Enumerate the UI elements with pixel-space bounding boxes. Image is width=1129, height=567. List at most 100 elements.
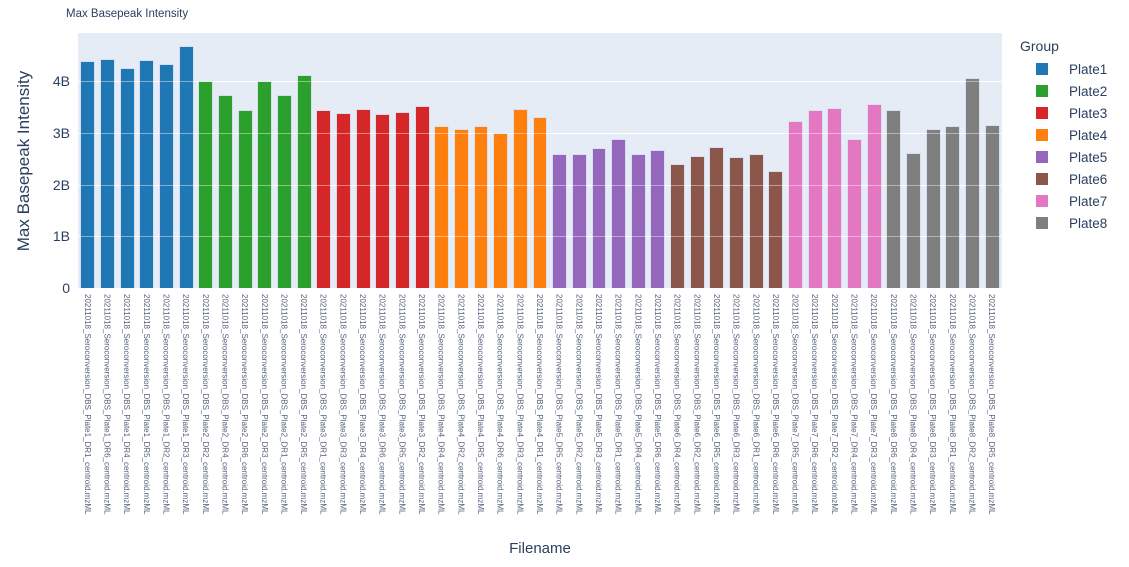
legend-title: Group [1020,38,1059,54]
legend-item-plate7[interactable]: Plate7 [1020,193,1125,209]
bar-plate5-25[interactable] [552,153,568,288]
bar-plate4-21[interactable] [473,126,489,288]
x-tick-label: 20211018_Seroconversion_DBS_Plate1_DR5_c… [141,294,151,515]
bar-plate1-3[interactable] [119,67,135,288]
x-tick-label: 20211018_Seroconversion_DBS_Plate1_DR4_c… [122,294,132,515]
x-tick-label: 20211018_Seroconversion_DBS_Plate1_DR2_c… [161,294,171,515]
bar-plate8-42[interactable] [886,110,902,288]
gridline-overlay [78,184,1002,186]
bar-plate4-23[interactable] [512,109,528,288]
bar-plate1-6[interactable] [178,46,194,288]
legend-item-plate5[interactable]: Plate5 [1020,149,1125,165]
bar-plate3-17[interactable] [394,112,410,288]
legend-item-plate4[interactable]: Plate4 [1020,127,1125,143]
x-tick-label: 20211018_Seroconversion_DBS_Plate7_DR4_c… [849,294,859,515]
x-tick-label: 20211018_Seroconversion_DBS_Plate2_DR1_c… [279,294,289,515]
x-tick-label: 20211018_Seroconversion_DBS_Plate5_DR5_c… [554,294,564,515]
legend-swatch [1036,63,1048,75]
x-tick-label: 20211018_Seroconversion_DBS_Plate1_DR3_c… [181,294,191,515]
bar-plate2-10[interactable] [257,80,273,288]
bar-plate3-16[interactable] [375,113,391,288]
legend-item-plate3[interactable]: Plate3 [1020,105,1125,121]
legend-items: Plate1 Plate2 Plate3 Plate4 Plate5 Plate6 Plat… [1020,61,1125,231]
bar-plate5-28[interactable] [611,139,627,288]
bar-plate4-22[interactable] [493,132,509,288]
bar-plate3-18[interactable] [414,106,430,288]
x-axis-title: Filename [509,540,571,557]
x-tick-label: 20211018_Seroconversion_DBS_Plate4_DR2_c… [456,294,466,515]
x-tick-label: 20211018_Seroconversion_DBS_Plate8_DR2_c… [967,294,977,515]
x-tick-label: 20211018_Seroconversion_DBS_Plate7_DR2_c… [829,294,839,515]
bar-plate8-43[interactable] [906,153,921,288]
x-tick-label: 20211018_Seroconversion_DBS_Plate3_DR2_c… [417,294,427,515]
bar-plate7-39[interactable] [827,108,843,288]
chart-title: Max Basepeak Intensity [66,8,189,20]
legend-item-label: Plate5 [1069,149,1108,165]
y-axis-title: Max Basepeak Intensity [14,70,33,252]
bar-plate1-2[interactable] [100,59,115,288]
bar-plate6-33[interactable] [709,147,725,288]
x-tick-label: 20211018_Seroconversion_DBS_Plate6_DR6_c… [770,294,780,515]
x-tick-label: 20211018_Seroconversion_DBS_Plate5_DR3_c… [593,294,603,515]
bar-plate6-31[interactable] [670,164,686,288]
bar-plate6-32[interactable] [689,156,705,288]
bar-plate4-24[interactable] [532,117,548,288]
x-tick-label: 20211018_Seroconversion_DBS_Plate6_DR2_c… [692,294,702,515]
x-tick-label: 20211018_Seroconversion_DBS_Plate7_DR6_c… [810,294,820,515]
bar-plate4-19[interactable] [434,126,450,288]
bar-plate2-12[interactable] [296,75,312,288]
x-tick-label: 20211018_Seroconversion_DBS_Plate8_DR3_c… [928,294,938,515]
bar-plate3-14[interactable] [335,112,351,288]
bar-plate3-15[interactable] [355,109,371,288]
x-tick-label: 20211018_Seroconversion_DBS_Plate1_DR6_c… [102,294,112,515]
gridline [78,81,1002,83]
bar-plate1-1[interactable] [80,61,96,288]
bar-plate1-4[interactable] [139,60,155,288]
bar-plate7-37[interactable] [788,121,804,288]
bar-plate5-29[interactable] [630,153,646,288]
bar-plate2-9[interactable] [237,110,253,288]
bar-plate7-41[interactable] [866,104,882,288]
bar-plate2-7[interactable] [198,81,214,288]
bar-plate2-8[interactable] [217,94,233,288]
bar-plate6-36[interactable] [768,171,784,288]
bar-plate8-44[interactable] [925,129,941,288]
bar-plate5-27[interactable] [591,148,607,288]
bar-plate8-45[interactable] [945,125,961,288]
bar-plate2-11[interactable] [276,94,292,288]
x-tick-label: 20211018_Seroconversion_DBS_Plate7_DR5_c… [790,294,800,515]
bar-plate6-34[interactable] [729,157,745,288]
bar-plate6-35[interactable] [748,154,764,288]
legend-item-plate2[interactable]: Plate2 [1020,83,1125,99]
x-tick-label: 20211018_Seroconversion_DBS_Plate3_DR3_c… [338,294,348,515]
legend-swatch [1036,129,1048,141]
x-tick-label: 20211018_Seroconversion_DBS_Plate2_DR6_c… [240,294,250,515]
legend-item-label: Plate2 [1069,83,1108,99]
bar-plate5-26[interactable] [571,153,587,288]
bar-plate8-47[interactable] [984,125,1000,288]
x-tick-label: 20211018_Seroconversion_DBS_Plate3_DR1_c… [318,294,328,515]
x-tick-label: 20211018_Seroconversion_DBS_Plate6_DR4_c… [672,294,682,515]
legend-swatch [1036,151,1048,163]
x-tick-label: 20211018_Seroconversion_DBS_Plate6_DR3_c… [731,294,741,515]
bar-plate4-20[interactable] [453,128,469,288]
bar-plate7-38[interactable] [807,110,823,288]
x-tick-label: 20211018_Seroconversion_DBS_Plate1_DR1_c… [82,294,92,515]
legend-item-plate6[interactable]: Plate6 [1020,171,1125,187]
x-tick-label: 20211018_Seroconversion_DBS_Plate7_DR3_c… [869,294,879,515]
bar-plate8-46[interactable] [965,78,980,288]
x-tick-label: 20211018_Seroconversion_DBS_Plate2_DR5_c… [299,294,309,515]
bar-plate5-30[interactable] [650,150,666,288]
legend-swatch [1036,107,1048,119]
bar-plate7-40[interactable] [847,138,863,288]
bar-plate1-5[interactable] [158,64,174,288]
bar-plate3-13[interactable] [316,109,332,288]
legend-item-plate1[interactable]: Plate1 [1020,61,1125,77]
x-tick-label: 20211018_Seroconversion_DBS_Plate8_DR6_c… [888,294,898,515]
x-tick-label: 20211018_Seroconversion_DBS_Plate3_DR5_c… [397,294,407,515]
legend-swatch [1036,173,1048,185]
legend-item-plate8[interactable]: Plate8 [1020,215,1125,231]
legend-item-label: Plate1 [1069,61,1108,77]
legend-item-label: Plate8 [1069,215,1108,231]
x-tick-label: 20211018_Seroconversion_DBS_Plate4_DR1_c… [535,294,544,515]
